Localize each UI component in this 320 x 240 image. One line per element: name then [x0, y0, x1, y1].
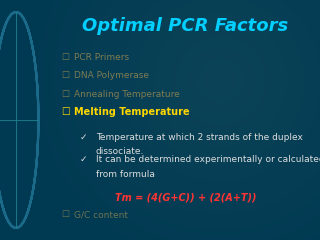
Text: Melting Temperature: Melting Temperature [74, 107, 189, 117]
Text: Temperature at which 2 strands of the duplex: Temperature at which 2 strands of the du… [96, 133, 303, 142]
Text: ✓: ✓ [80, 155, 87, 164]
Text: DNA Polymerase: DNA Polymerase [74, 71, 148, 80]
Text: G/C content: G/C content [74, 210, 128, 219]
Text: PCR Primers: PCR Primers [74, 53, 129, 62]
Text: dissociate.: dissociate. [96, 147, 144, 156]
Text: ✓: ✓ [80, 133, 87, 142]
Text: It can be determined experimentally or calculated: It can be determined experimentally or c… [96, 155, 320, 164]
Text: Annealing Temperature: Annealing Temperature [74, 90, 179, 99]
Text: ☐: ☐ [61, 53, 69, 62]
Text: Optimal PCR Factors: Optimal PCR Factors [83, 17, 289, 35]
Text: ☐: ☐ [61, 71, 69, 80]
Text: ☐: ☐ [61, 90, 69, 99]
Text: ☐: ☐ [61, 210, 69, 219]
Text: ☐: ☐ [61, 107, 69, 117]
Text: Tm = (4(G+C)) + (2(A+T)): Tm = (4(G+C)) + (2(A+T)) [115, 192, 256, 202]
Text: from formula: from formula [96, 169, 155, 179]
